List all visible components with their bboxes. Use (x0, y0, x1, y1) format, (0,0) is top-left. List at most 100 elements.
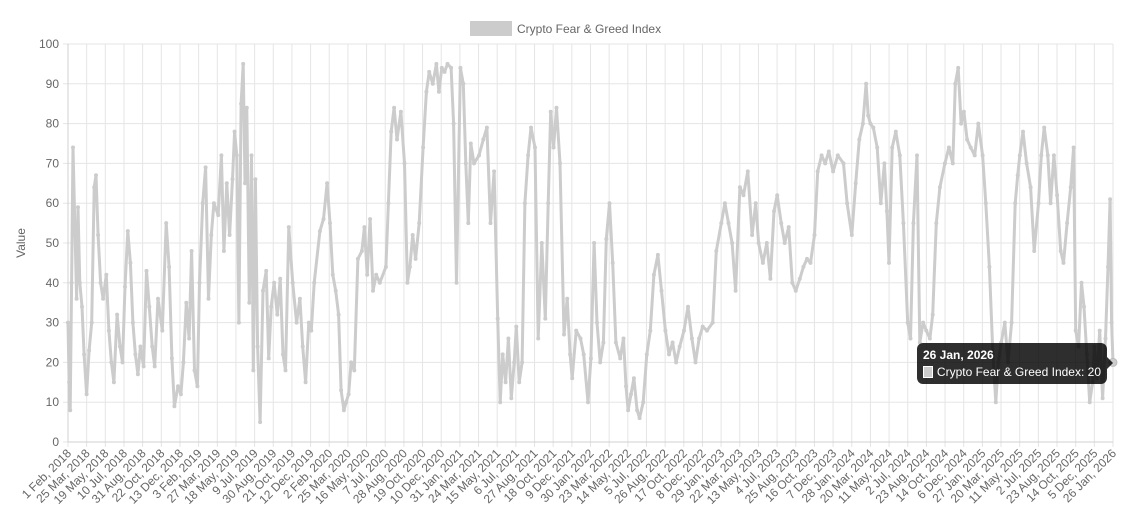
data-point[interactable] (109, 360, 114, 365)
data-point[interactable] (278, 276, 283, 281)
data-point[interactable] (463, 161, 468, 166)
data-point[interactable] (659, 288, 664, 293)
data-point[interactable] (481, 137, 486, 142)
data-point[interactable] (908, 336, 913, 341)
data-point[interactable] (835, 153, 840, 158)
data-point[interactable] (993, 400, 998, 405)
data-point[interactable] (417, 221, 422, 226)
data-point[interactable] (756, 241, 761, 245)
data-point[interactable] (592, 241, 597, 245)
data-point[interactable] (512, 360, 517, 365)
data-point[interactable] (730, 241, 735, 245)
data-point[interactable] (466, 221, 471, 226)
data-point[interactable] (750, 233, 755, 237)
data-point[interactable] (621, 336, 626, 341)
data-point[interactable] (407, 264, 412, 269)
data-point[interactable] (1109, 320, 1114, 325)
data-point[interactable] (442, 69, 447, 74)
data-point[interactable] (89, 320, 94, 325)
data-point[interactable] (181, 360, 186, 365)
data-point[interactable] (445, 61, 450, 66)
data-point[interactable] (330, 272, 335, 277)
data-point[interactable] (449, 65, 454, 70)
data-point[interactable] (84, 392, 89, 397)
data-point[interactable] (286, 225, 291, 230)
data-point[interactable] (184, 300, 189, 305)
data-point[interactable] (812, 233, 817, 237)
data-point[interactable] (987, 264, 992, 269)
data-point[interactable] (610, 260, 615, 265)
data-point[interactable] (94, 173, 98, 178)
data-point[interactable] (983, 201, 988, 206)
data-point[interactable] (1021, 129, 1025, 134)
data-point[interactable] (1009, 320, 1014, 325)
data-point[interactable] (67, 380, 72, 385)
data-point[interactable] (458, 65, 463, 70)
data-point[interactable] (152, 364, 157, 369)
data-point[interactable] (241, 61, 246, 66)
data-point[interactable] (192, 368, 197, 373)
data-point[interactable] (402, 161, 407, 166)
data-point[interactable] (733, 288, 738, 293)
data-point[interactable] (362, 225, 367, 230)
data-point[interactable] (719, 221, 724, 226)
data-point[interactable] (588, 356, 593, 361)
data-point[interactable] (790, 280, 795, 285)
data-point[interactable] (434, 61, 439, 66)
data-point[interactable] (1048, 201, 1053, 206)
data-point[interactable] (96, 233, 101, 237)
data-point[interactable] (336, 312, 341, 317)
data-point[interactable] (637, 416, 642, 421)
data-point[interactable] (359, 249, 364, 253)
data-point[interactable] (251, 368, 256, 373)
data-point[interactable] (125, 229, 130, 234)
data-point[interactable] (568, 352, 573, 357)
data-point[interactable] (118, 344, 122, 349)
data-point[interactable] (801, 264, 806, 269)
data-point[interactable] (1024, 161, 1029, 166)
data-point[interactable] (368, 217, 373, 222)
data-point[interactable] (1055, 193, 1060, 198)
data-point[interactable] (167, 264, 172, 269)
data-point[interactable] (344, 400, 349, 405)
data-point[interactable] (377, 280, 382, 285)
data-point[interactable] (764, 241, 769, 245)
data-point[interactable] (206, 296, 211, 301)
data-point[interactable] (1087, 400, 1092, 405)
data-point[interactable] (128, 260, 133, 265)
data-point[interactable] (506, 336, 511, 341)
data-point[interactable] (841, 161, 846, 166)
data-point[interactable] (264, 268, 269, 273)
data-point[interactable] (371, 288, 375, 293)
data-point[interactable] (641, 400, 646, 405)
data-point[interactable] (219, 153, 224, 158)
data-point[interactable] (950, 161, 955, 166)
data-point[interactable] (946, 145, 951, 150)
data-point[interactable] (236, 320, 241, 325)
data-point[interactable] (551, 145, 556, 150)
data-point[interactable] (878, 201, 883, 206)
data-point[interactable] (221, 249, 226, 253)
data-point[interactable] (644, 352, 649, 357)
data-point[interactable] (1068, 185, 1073, 190)
data-point[interactable] (461, 81, 466, 86)
data-point[interactable] (546, 201, 551, 206)
data-point[interactable] (514, 324, 519, 329)
data-point[interactable] (772, 209, 776, 214)
data-point[interactable] (536, 336, 541, 341)
data-point[interactable] (522, 201, 527, 206)
data-point[interactable] (1071, 145, 1076, 150)
data-point[interactable] (74, 296, 79, 301)
data-point[interactable] (321, 217, 326, 222)
data-point[interactable] (413, 256, 418, 261)
data-point[interactable] (123, 284, 127, 289)
data-point[interactable] (104, 272, 109, 277)
data-point[interactable] (120, 360, 125, 365)
data-point[interactable] (558, 161, 562, 166)
data-point[interactable] (934, 221, 939, 226)
data-point[interactable] (741, 193, 746, 198)
data-point[interactable] (815, 169, 820, 174)
data-point[interactable] (451, 121, 456, 126)
data-point[interactable] (697, 336, 702, 341)
data-point[interactable] (819, 153, 824, 158)
